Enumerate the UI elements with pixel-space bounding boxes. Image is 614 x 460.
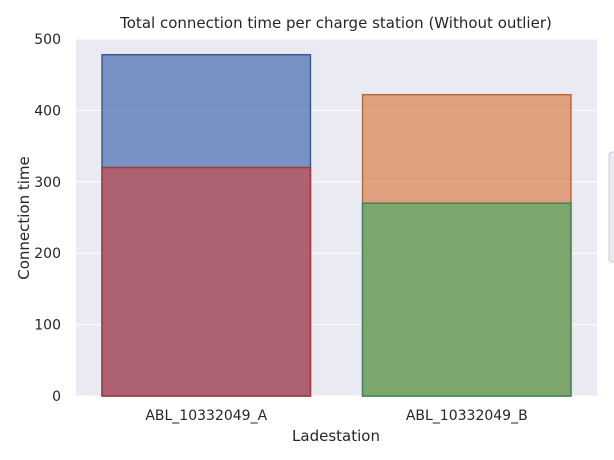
x-tick-label-ABL_10332049_B: ABL_10332049_B (406, 408, 528, 424)
bars (101, 53, 572, 397)
bar-ABL_10332049_B-front (361, 202, 572, 397)
y-tick-label-500: 500 (34, 32, 61, 48)
y-tick-label-400: 400 (34, 103, 61, 119)
y-tick-label-100: 100 (34, 318, 61, 334)
chart-title: Total connection time per charge station… (119, 14, 552, 32)
x-axis-ticks: ABL_10332049_A ABL_10332049_B (145, 408, 527, 424)
y-axis-ticks: 0 100 200 300 400 500 (34, 32, 61, 405)
y-tick-label-0: 0 (52, 389, 61, 405)
bar-ABL_10332049_A-front (101, 166, 312, 397)
y-tick-label-300: 300 (34, 175, 61, 191)
x-tick-label-ABL_10332049_A: ABL_10332049_A (145, 408, 267, 424)
y-tick-label-200: 200 (34, 246, 61, 262)
legend-box (608, 151, 614, 263)
x-axis-label: Ladestation (292, 427, 380, 445)
y-axis-label: Connection time (15, 156, 33, 280)
